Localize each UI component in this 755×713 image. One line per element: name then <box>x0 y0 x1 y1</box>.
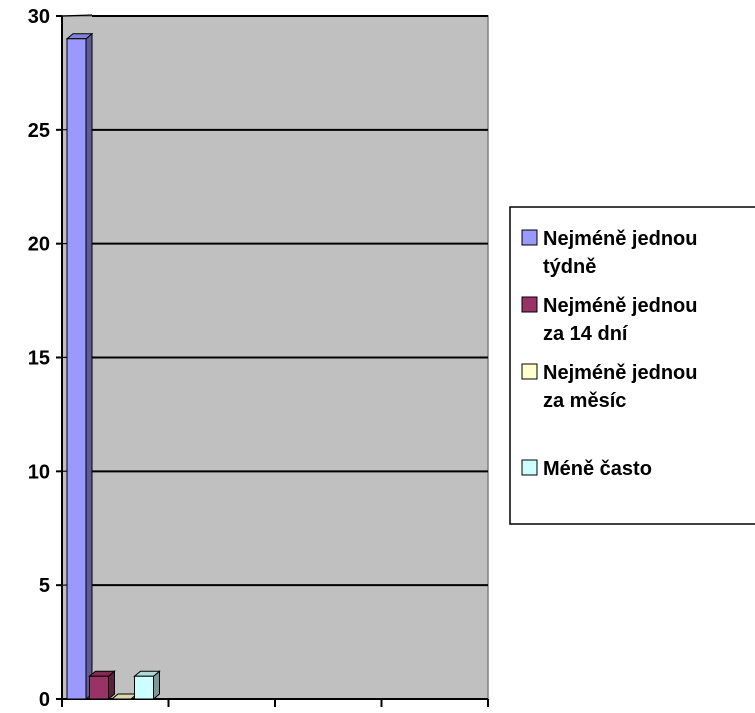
bar-front <box>89 675 109 700</box>
legend-item: Nejméně jednou týdně <box>521 228 697 278</box>
bar <box>133 670 161 701</box>
legend-label-line: Méně často <box>543 458 652 480</box>
legend-label-line: Nejméně jednou <box>543 295 697 317</box>
legend-swatch <box>521 296 538 313</box>
y-tick-label: 30 <box>28 6 50 28</box>
bar-side <box>85 32 93 701</box>
bar-front <box>66 38 87 700</box>
bar <box>65 32 94 701</box>
y-tick-label: 25 <box>28 120 50 142</box>
legend-item: Nejméně jednou za měsíc <box>521 362 697 412</box>
legend-label-line: týdně <box>543 256 596 278</box>
y-tick-label: 0 <box>39 689 50 711</box>
legend-label-line: za měsíc <box>543 390 626 412</box>
legend-label-line: Nejméně jednou <box>543 228 697 250</box>
bars <box>65 32 161 701</box>
y-tick-label: 15 <box>28 348 50 370</box>
y-tick-label: 10 <box>28 461 50 483</box>
legend-swatch <box>521 229 538 246</box>
y-tick-label: 20 <box>28 234 50 256</box>
legend-label-line: Nejméně jednou <box>543 362 697 384</box>
gridline-wall <box>61 14 93 17</box>
x-ticks <box>61 699 489 707</box>
legend: Nejméně jednou týdně Nejméně jednou za 1… <box>509 206 755 525</box>
legend-box <box>509 206 755 525</box>
legend-item: Nejméně jednou za 14 dní <box>521 295 697 345</box>
legend-swatch <box>521 459 538 476</box>
y-tick-label: 5 <box>39 575 50 597</box>
bar <box>88 670 116 701</box>
y-ticks: 0 5 10 15 20 25 30 <box>28 6 62 711</box>
legend-item: Méně často <box>521 458 652 480</box>
bar-front <box>134 675 154 700</box>
legend-swatch <box>521 363 538 380</box>
legend-label-line: za 14 dní <box>543 323 629 345</box>
